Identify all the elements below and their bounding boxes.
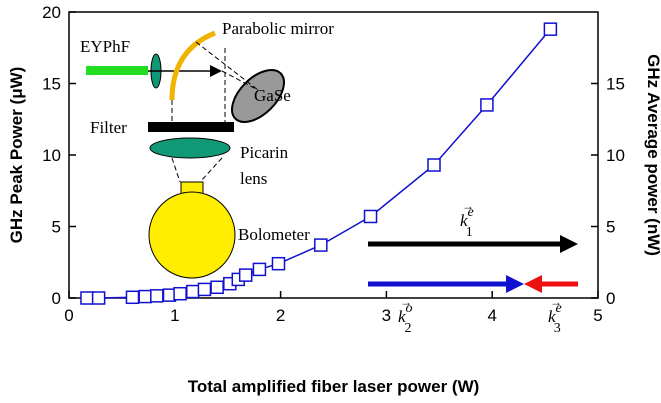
marker bbox=[272, 258, 284, 270]
x-tick-label: 0 bbox=[64, 306, 73, 325]
inset-label: Bolometer bbox=[238, 225, 310, 244]
x-tick-label: 1 bbox=[170, 306, 179, 325]
y2-axis-label: GHz Average power (nW) bbox=[644, 54, 661, 256]
vector-arrow: → bbox=[400, 295, 412, 309]
wave-vector-part: 3 bbox=[554, 321, 561, 336]
inset-label: EYPhF bbox=[80, 37, 130, 56]
y-tick-label: 15 bbox=[42, 75, 61, 94]
inset-label: Parabolic mirror bbox=[222, 19, 334, 38]
x-tick-label: 3 bbox=[382, 306, 391, 325]
x-tick-label: 2 bbox=[276, 306, 285, 325]
bolometer bbox=[149, 192, 235, 278]
marker bbox=[187, 286, 199, 298]
marker bbox=[544, 23, 556, 35]
plot-frame bbox=[69, 12, 598, 298]
filter bbox=[148, 122, 234, 132]
wave-vector-part: 1 bbox=[466, 225, 473, 240]
marker bbox=[126, 291, 138, 303]
marker bbox=[174, 288, 186, 300]
inset-label: lens bbox=[240, 169, 267, 188]
x-tick-label: 4 bbox=[487, 306, 496, 325]
y2-tick-label: 10 bbox=[606, 146, 625, 165]
y-axis-label: GHz Peak Power (μW) bbox=[7, 67, 26, 244]
wave-vector-arrows bbox=[368, 235, 578, 293]
x-axis-label: Total amplified fiber laser power (W) bbox=[188, 377, 480, 396]
marker bbox=[481, 99, 493, 111]
inset-label: GaSe bbox=[254, 86, 291, 105]
y2-tick-label: 15 bbox=[606, 75, 625, 94]
arrow-head bbox=[506, 275, 524, 293]
vector-arrow: → bbox=[550, 295, 562, 309]
marker bbox=[81, 292, 93, 304]
laser-beam bbox=[86, 66, 148, 75]
marker bbox=[211, 281, 223, 293]
marker bbox=[253, 263, 265, 275]
y-tick-label: 20 bbox=[42, 3, 61, 22]
marker bbox=[365, 210, 377, 222]
y-tick-label: 5 bbox=[52, 218, 61, 237]
x-tick-label: 5 bbox=[593, 306, 602, 325]
inset-label: Picarin bbox=[240, 143, 289, 162]
inset-label: Filter bbox=[90, 118, 127, 137]
y-tick-label: 0 bbox=[52, 289, 61, 308]
marker bbox=[315, 239, 327, 251]
marker bbox=[93, 292, 105, 304]
marker bbox=[428, 159, 440, 171]
picarin-lens bbox=[150, 138, 230, 158]
marker bbox=[198, 283, 210, 295]
y2-tick-label: 5 bbox=[606, 218, 615, 237]
beam-arrow bbox=[210, 65, 222, 77]
y2-tick-label: 0 bbox=[606, 289, 615, 308]
arrow-head bbox=[524, 275, 542, 293]
arrow-head bbox=[560, 235, 578, 253]
marker bbox=[139, 291, 151, 303]
vector-arrow: → bbox=[462, 199, 474, 213]
marker bbox=[151, 290, 163, 302]
parabolic-mirror bbox=[172, 33, 215, 100]
chart: Parabolic mirror EYPhF GaSe Filter Picar… bbox=[0, 0, 661, 403]
marker bbox=[240, 269, 252, 281]
wave-vector-part: 2 bbox=[405, 321, 412, 336]
y-tick-label: 10 bbox=[42, 146, 61, 165]
